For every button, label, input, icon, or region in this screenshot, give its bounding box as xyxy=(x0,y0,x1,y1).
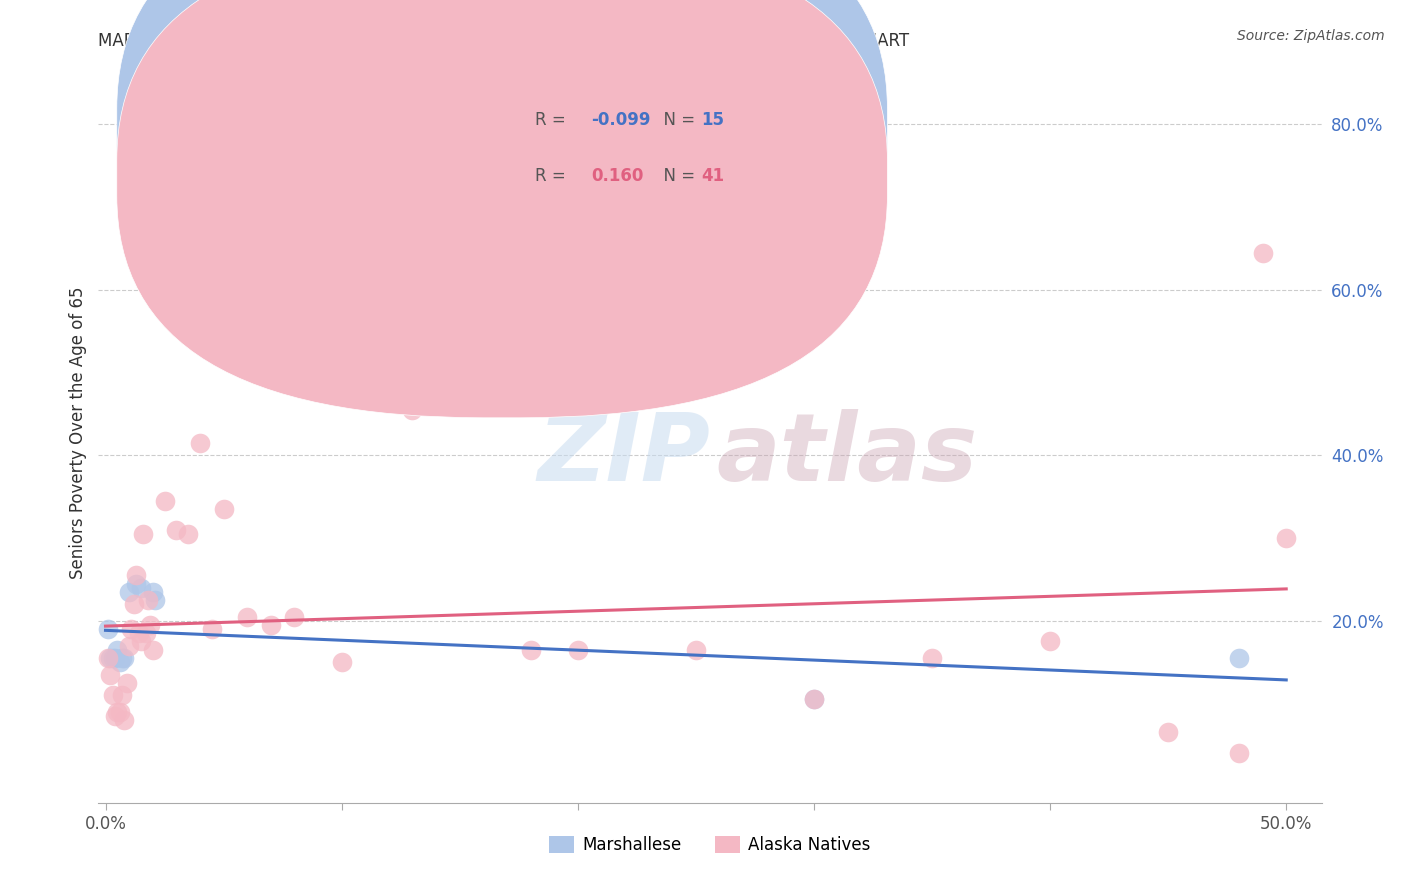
Point xyxy=(97,651,120,665)
Legend: Marshallese, Alaska Natives: Marshallese, Alaska Natives xyxy=(543,830,877,861)
Point xyxy=(283,609,305,624)
Point xyxy=(122,597,145,611)
FancyBboxPatch shape xyxy=(117,0,887,417)
Point xyxy=(921,651,943,665)
Text: 0.160: 0.160 xyxy=(592,167,644,185)
Text: atlas: atlas xyxy=(716,409,977,500)
Point xyxy=(118,585,141,599)
Point xyxy=(1227,746,1250,760)
Point xyxy=(108,655,131,669)
Point xyxy=(108,705,131,719)
Point xyxy=(111,651,134,665)
Point xyxy=(112,713,135,727)
Point xyxy=(129,581,152,595)
Point xyxy=(153,494,176,508)
Point xyxy=(236,609,259,624)
Text: 15: 15 xyxy=(702,112,724,129)
Point xyxy=(111,688,134,702)
Y-axis label: Seniors Poverty Over the Age of 65: Seniors Poverty Over the Age of 65 xyxy=(69,286,87,579)
Point xyxy=(142,585,165,599)
Point xyxy=(97,622,120,636)
Point xyxy=(1227,651,1250,665)
Point xyxy=(118,639,141,653)
Point xyxy=(115,676,138,690)
Text: 41: 41 xyxy=(702,167,724,185)
Point xyxy=(142,642,165,657)
Point xyxy=(177,527,200,541)
Point xyxy=(1251,245,1274,260)
Point xyxy=(101,688,124,702)
Point xyxy=(1275,531,1298,545)
Point xyxy=(330,655,353,669)
FancyBboxPatch shape xyxy=(471,95,741,211)
Point xyxy=(685,642,707,657)
Text: R =: R = xyxy=(536,167,576,185)
Point xyxy=(188,436,211,450)
Point xyxy=(803,692,825,706)
Point xyxy=(125,576,148,591)
Point xyxy=(401,402,423,417)
Point xyxy=(112,651,135,665)
Text: ZIP: ZIP xyxy=(537,409,710,500)
Point xyxy=(143,593,166,607)
Point xyxy=(104,651,127,665)
Point xyxy=(165,523,187,537)
Text: Source: ZipAtlas.com: Source: ZipAtlas.com xyxy=(1237,29,1385,43)
Text: R =: R = xyxy=(536,112,571,129)
Point xyxy=(139,618,162,632)
Point xyxy=(132,527,155,541)
Point xyxy=(129,634,152,648)
Text: -0.099: -0.099 xyxy=(592,112,651,129)
Point xyxy=(1039,634,1062,648)
Point xyxy=(135,626,157,640)
Point xyxy=(260,618,283,632)
Text: MARSHALLESE VS ALASKA NATIVE SENIORS POVERTY OVER THE AGE OF 65 CORRELATION CHAR: MARSHALLESE VS ALASKA NATIVE SENIORS POV… xyxy=(98,32,910,50)
Point xyxy=(98,651,121,665)
Point xyxy=(105,705,128,719)
Point xyxy=(121,622,143,636)
Point xyxy=(567,642,589,657)
Text: N =: N = xyxy=(652,167,700,185)
Point xyxy=(125,568,148,582)
Point xyxy=(98,667,121,681)
FancyBboxPatch shape xyxy=(117,0,887,366)
Point xyxy=(803,692,825,706)
Point xyxy=(201,622,224,636)
Text: N =: N = xyxy=(652,112,700,129)
Point xyxy=(101,651,124,665)
Point xyxy=(136,593,159,607)
Point xyxy=(519,642,541,657)
Point xyxy=(128,626,150,640)
Point xyxy=(212,502,235,516)
Point xyxy=(1157,725,1180,739)
Point xyxy=(104,709,127,723)
Point xyxy=(105,642,128,657)
